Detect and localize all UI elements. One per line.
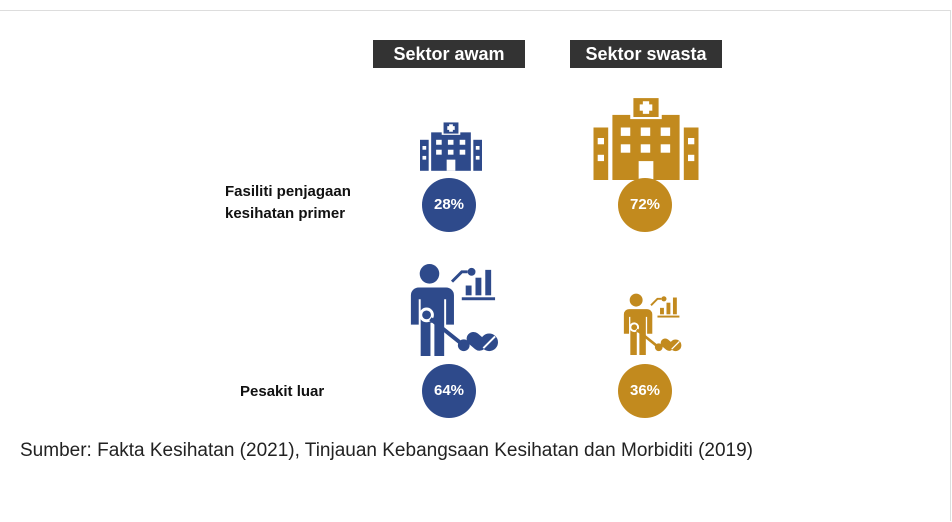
value-circle: 36% <box>618 364 672 418</box>
source-note: Sumber: Fakta Kesihatan (2021), Tinjauan… <box>20 440 754 461</box>
value-circle: 72% <box>618 178 672 232</box>
hospital-icon-private <box>593 96 699 180</box>
header-public: Sektor awam <box>373 40 525 68</box>
frame <box>0 10 951 521</box>
outpatient-icon-public <box>408 264 499 356</box>
outpatient-icon-private <box>622 293 682 355</box>
value-circle: 28% <box>422 178 476 232</box>
value-circle: 64% <box>422 364 476 418</box>
row-label: Fasiliti penjagaan kesihatan primer <box>225 183 351 222</box>
header-private: Sektor swasta <box>570 40 722 68</box>
row-label: Pesakit luar <box>240 383 325 400</box>
hospital-icon-public <box>420 121 482 171</box>
